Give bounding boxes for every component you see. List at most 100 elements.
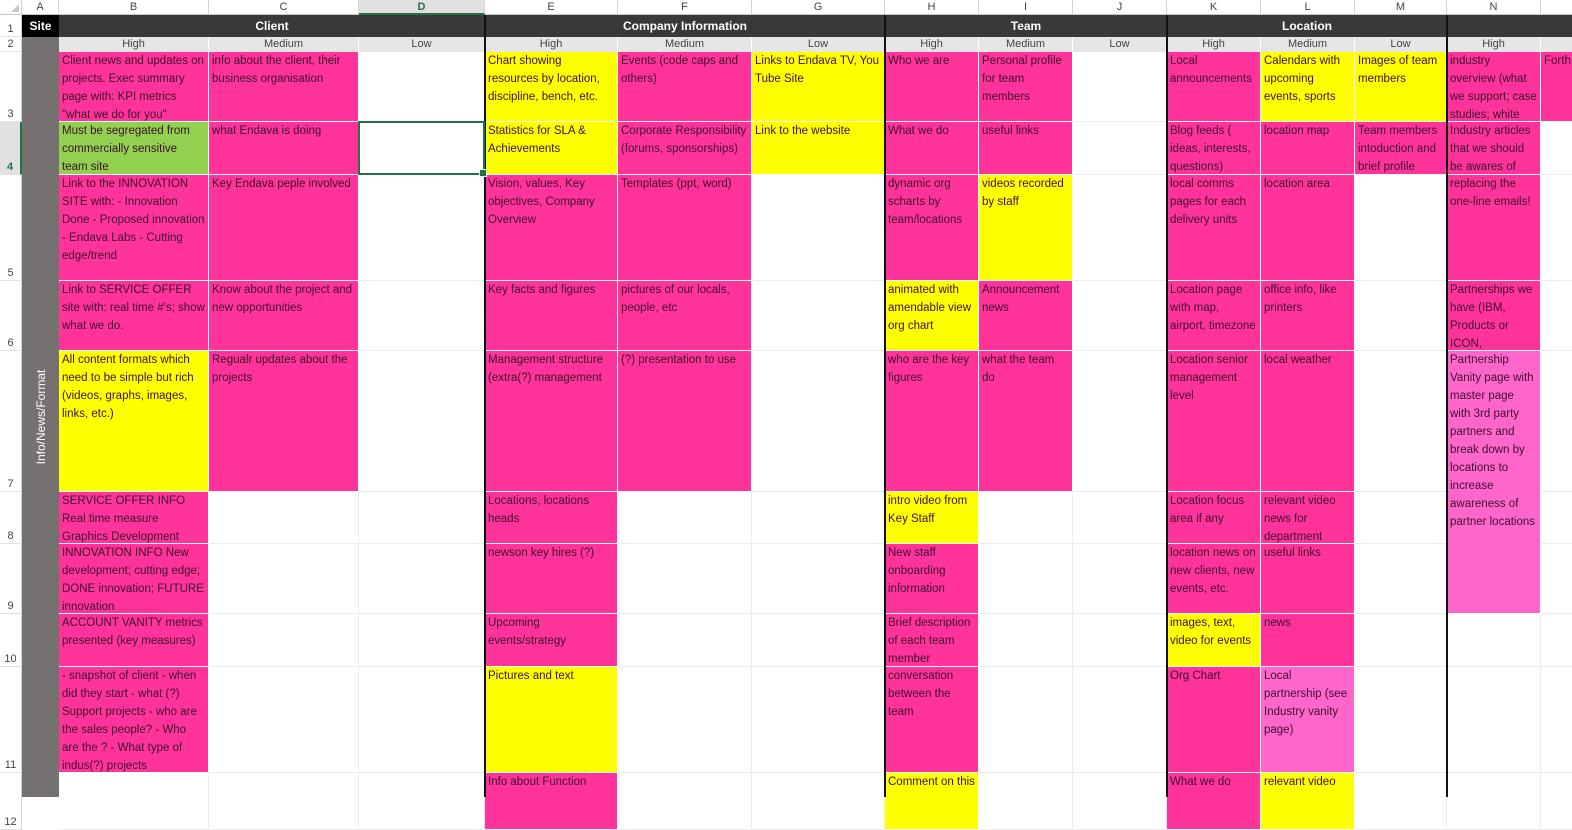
priority-header[interactable]: Medium [209, 37, 359, 52]
content-cell[interactable]: Locations, locations heads [485, 492, 618, 544]
content-cell[interactable]: Corporate Responsibility (forums, sponso… [618, 122, 752, 175]
priority-header[interactable]: Medium [979, 37, 1073, 52]
grid-cell[interactable] [1541, 614, 1572, 667]
content-cell[interactable]: Pictures and text [485, 667, 618, 773]
column-header-b[interactable]: B [59, 0, 209, 15]
grid-cell[interactable] [1355, 281, 1447, 351]
grid-cell[interactable] [359, 544, 485, 614]
grid-cell[interactable] [1073, 122, 1167, 175]
grid-cell[interactable] [1447, 667, 1541, 773]
priority-header[interactable]: High [485, 37, 618, 52]
priority-header[interactable] [1541, 37, 1572, 52]
grid-cell[interactable] [1073, 544, 1167, 614]
grid-cell[interactable] [359, 773, 485, 830]
grid-cell[interactable] [359, 492, 485, 544]
column-header-a[interactable]: A [22, 0, 59, 15]
row-header-2[interactable]: 2 [0, 37, 22, 52]
column-header-h[interactable]: H [885, 0, 979, 15]
grid-cell[interactable] [1073, 492, 1167, 544]
content-cell[interactable]: location map [1261, 122, 1355, 175]
grid-cell[interactable] [979, 667, 1073, 773]
grid-cell[interactable] [1355, 351, 1447, 492]
grid-cell[interactable] [618, 773, 752, 830]
grid-cell[interactable] [752, 492, 885, 544]
content-cell[interactable]: Local announcements [1167, 52, 1261, 122]
column-header-f[interactable]: F [618, 0, 752, 15]
grid-cell[interactable] [752, 614, 885, 667]
grid-cell[interactable] [979, 492, 1073, 544]
content-cell[interactable]: local comms pages for each delivery unit… [1167, 175, 1261, 281]
grid-cell[interactable] [209, 667, 359, 773]
content-cell[interactable]: New staff onboarding information [885, 544, 979, 614]
grid-cell[interactable] [1541, 351, 1572, 492]
content-cell[interactable]: (?) presentation to use [618, 351, 752, 492]
content-cell[interactable]: Know about the project and new opportuni… [209, 281, 359, 351]
grid-cell[interactable] [752, 175, 885, 281]
content-cell[interactable]: Management structure (extra(?) managemen… [485, 351, 618, 492]
content-cell[interactable]: dynamic org scharts by team/locations [885, 175, 979, 281]
grid-cell[interactable] [752, 667, 885, 773]
content-cell[interactable]: useful links [979, 122, 1073, 175]
content-cell[interactable]: Link to the website [752, 122, 885, 175]
grid-cell[interactable] [752, 281, 885, 351]
column-header-e[interactable]: E [485, 0, 618, 15]
content-cell[interactable]: Announcement news [979, 281, 1073, 351]
content-cell[interactable]: useful links [1261, 544, 1355, 614]
row-header-8[interactable]: 8 [0, 492, 22, 544]
grid-cell[interactable] [1355, 175, 1447, 281]
content-cell[interactable]: Partnerships we have (IBM, Products or I… [1447, 281, 1541, 351]
content-cell[interactable]: Link to SERVICE OFFER site with: real ti… [59, 281, 209, 351]
grid-cell[interactable] [1073, 281, 1167, 351]
content-cell[interactable]: videos recorded by staff [979, 175, 1073, 281]
priority-header[interactable]: High [1167, 37, 1261, 52]
row-header-3[interactable]: 3 [0, 52, 22, 122]
grid-cell[interactable] [1541, 122, 1572, 175]
content-cell[interactable]: ACCOUNT VANITY metrics presented (key me… [59, 614, 209, 667]
content-cell[interactable]: Location page with map, airport, timezon… [1167, 281, 1261, 351]
grid-cell[interactable] [752, 351, 885, 492]
row-header-9[interactable]: 9 [0, 544, 22, 614]
content-cell[interactable]: Key facts and figures [485, 281, 618, 351]
content-cell[interactable]: office info, like printers [1261, 281, 1355, 351]
content-cell[interactable]: Location focus area if any [1167, 492, 1261, 544]
content-cell[interactable]: Location senior management level [1167, 351, 1261, 492]
content-cell[interactable]: Events (code caps and others) [618, 52, 752, 122]
section-header[interactable]: Company Information [485, 15, 885, 37]
grid-cell[interactable] [1447, 773, 1541, 830]
content-cell[interactable]: conversation between the team [885, 667, 979, 773]
row-header-5[interactable]: 5 [0, 175, 22, 281]
grid-cell[interactable] [1073, 614, 1167, 667]
priority-header[interactable]: Medium [618, 37, 752, 52]
category-cell[interactable]: Info/News/Format [22, 37, 59, 797]
grid-cell[interactable] [1355, 773, 1447, 830]
column-header-k[interactable]: K [1167, 0, 1261, 15]
content-cell[interactable]: what Endava is doing [209, 122, 359, 175]
content-cell[interactable]: Brief description of each team member [885, 614, 979, 667]
content-cell[interactable]: Who we are [885, 52, 979, 122]
column-header-o[interactable]: O [1541, 0, 1572, 15]
grid-cell[interactable] [1355, 544, 1447, 614]
priority-header[interactable]: Low [752, 37, 885, 52]
content-cell[interactable]: relevant video news for department news [1261, 492, 1355, 544]
grid-cell[interactable] [979, 614, 1073, 667]
grid-cell[interactable] [59, 773, 209, 830]
grid-cell[interactable] [209, 544, 359, 614]
content-cell[interactable]: Local partnership (see Industry vanity p… [1261, 667, 1355, 773]
grid-cell[interactable] [618, 492, 752, 544]
section-header[interactable]: Client [59, 15, 485, 37]
content-cell[interactable]: Links to Endava TV, You Tube Site [752, 52, 885, 122]
row-header-11[interactable]: 11 [0, 667, 22, 773]
content-cell[interactable]: intro video from Key Staff [885, 492, 979, 544]
grid-cell[interactable] [1447, 614, 1541, 667]
content-cell[interactable]: who are the key figures [885, 351, 979, 492]
priority-header[interactable]: High [59, 37, 209, 52]
grid-cell[interactable] [359, 175, 485, 281]
priority-header[interactable]: Low [359, 37, 485, 52]
row-header-4[interactable]: 4 [0, 122, 22, 175]
content-cell[interactable]: Personal profile for team members [979, 52, 1073, 122]
content-cell[interactable]: Info about Function [485, 773, 618, 830]
grid-cell[interactable] [359, 614, 485, 667]
section-header[interactable]: Location [1167, 15, 1447, 37]
content-cell[interactable]: Key Endava peple involved [209, 175, 359, 281]
grid-cell[interactable] [1541, 667, 1572, 773]
